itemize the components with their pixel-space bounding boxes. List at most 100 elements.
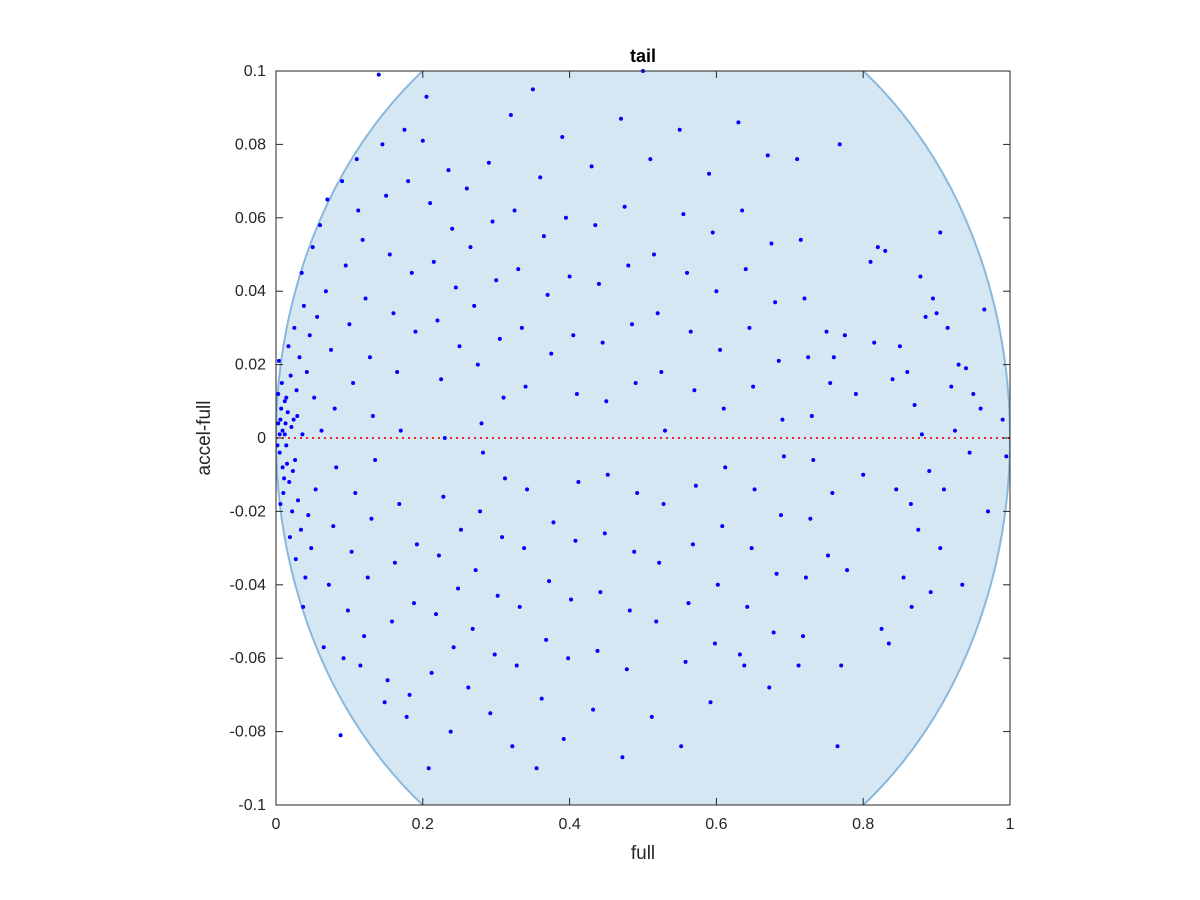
data-point bbox=[690, 542, 695, 547]
data-point bbox=[551, 520, 556, 525]
data-point bbox=[801, 634, 806, 639]
data-point bbox=[434, 612, 439, 617]
data-point bbox=[508, 113, 513, 118]
data-point bbox=[795, 157, 800, 162]
data-point bbox=[938, 546, 943, 551]
data-point bbox=[875, 245, 880, 250]
data-point bbox=[280, 465, 285, 470]
x-tick-label: 0.4 bbox=[558, 816, 580, 833]
data-point bbox=[1004, 454, 1009, 459]
data-point bbox=[286, 344, 291, 349]
data-point bbox=[304, 369, 309, 374]
chart-title: tail bbox=[630, 46, 656, 66]
data-point bbox=[563, 215, 568, 220]
data-point bbox=[285, 410, 290, 415]
data-point bbox=[319, 428, 324, 433]
data-point bbox=[414, 542, 419, 547]
data-point bbox=[282, 432, 287, 437]
data-point bbox=[541, 234, 546, 239]
data-point bbox=[648, 157, 653, 162]
data-point bbox=[688, 329, 693, 334]
data-point bbox=[360, 237, 365, 242]
data-point bbox=[436, 553, 441, 558]
data-point bbox=[384, 193, 389, 198]
data-point bbox=[313, 487, 318, 492]
data-point bbox=[649, 714, 654, 719]
data-point bbox=[596, 281, 601, 286]
data-point bbox=[367, 355, 372, 360]
data-point bbox=[894, 487, 899, 492]
data-point bbox=[325, 197, 330, 202]
data-point bbox=[530, 87, 535, 92]
data-point bbox=[830, 491, 835, 496]
data-point bbox=[802, 296, 807, 301]
data-point bbox=[362, 634, 367, 639]
data-point bbox=[510, 744, 515, 749]
data-point bbox=[909, 604, 914, 609]
data-point bbox=[431, 259, 436, 264]
data-point bbox=[283, 421, 288, 426]
y-tick-label: -0.04 bbox=[230, 577, 267, 594]
data-point bbox=[963, 366, 968, 371]
data-point bbox=[363, 296, 368, 301]
data-point bbox=[420, 138, 425, 143]
data-point bbox=[569, 597, 574, 602]
data-point bbox=[624, 667, 629, 672]
data-point bbox=[389, 619, 394, 624]
data-point bbox=[692, 388, 697, 393]
y-tick-label: -0.1 bbox=[238, 797, 266, 814]
data-point bbox=[488, 711, 493, 716]
data-point bbox=[512, 208, 517, 213]
data-point bbox=[351, 380, 356, 385]
data-point bbox=[632, 549, 637, 554]
data-point bbox=[776, 358, 781, 363]
data-point bbox=[576, 480, 581, 485]
data-point bbox=[472, 303, 477, 308]
data-point bbox=[334, 465, 339, 470]
data-point bbox=[456, 586, 461, 591]
data-point bbox=[306, 513, 311, 518]
data-point bbox=[773, 300, 778, 305]
data-point bbox=[458, 527, 463, 532]
data-point bbox=[382, 700, 387, 705]
data-point bbox=[567, 274, 572, 279]
data-point bbox=[901, 575, 906, 580]
data-point bbox=[385, 678, 390, 683]
data-point bbox=[525, 487, 530, 492]
data-point bbox=[282, 476, 287, 481]
data-point bbox=[561, 736, 566, 741]
data-point bbox=[659, 369, 664, 374]
data-point bbox=[280, 428, 285, 433]
data-point bbox=[685, 270, 690, 275]
data-point bbox=[657, 560, 662, 565]
data-point bbox=[971, 391, 976, 396]
data-point bbox=[442, 436, 447, 440]
data-point bbox=[289, 424, 294, 429]
data-point bbox=[307, 333, 312, 338]
shaded-region bbox=[276, 71, 1010, 805]
data-point bbox=[890, 377, 895, 382]
data-point bbox=[468, 245, 473, 250]
data-point bbox=[927, 469, 932, 474]
y-tick-label: 0.06 bbox=[235, 210, 266, 227]
data-point bbox=[560, 135, 565, 140]
data-point bbox=[916, 527, 921, 532]
data-point bbox=[402, 127, 407, 132]
data-point bbox=[301, 604, 306, 609]
data-point bbox=[767, 685, 772, 690]
data-point bbox=[340, 179, 345, 184]
data-point bbox=[287, 480, 292, 485]
data-point bbox=[982, 307, 987, 312]
data-point bbox=[765, 153, 770, 158]
data-point bbox=[618, 116, 623, 121]
data-point bbox=[571, 333, 576, 338]
data-point bbox=[605, 472, 610, 477]
data-point bbox=[952, 428, 957, 433]
data-point bbox=[517, 604, 522, 609]
data-point bbox=[633, 380, 638, 385]
data-point bbox=[480, 450, 485, 455]
data-point bbox=[808, 516, 813, 521]
data-point bbox=[714, 289, 719, 294]
data-point bbox=[451, 645, 456, 650]
data-point bbox=[747, 325, 752, 330]
